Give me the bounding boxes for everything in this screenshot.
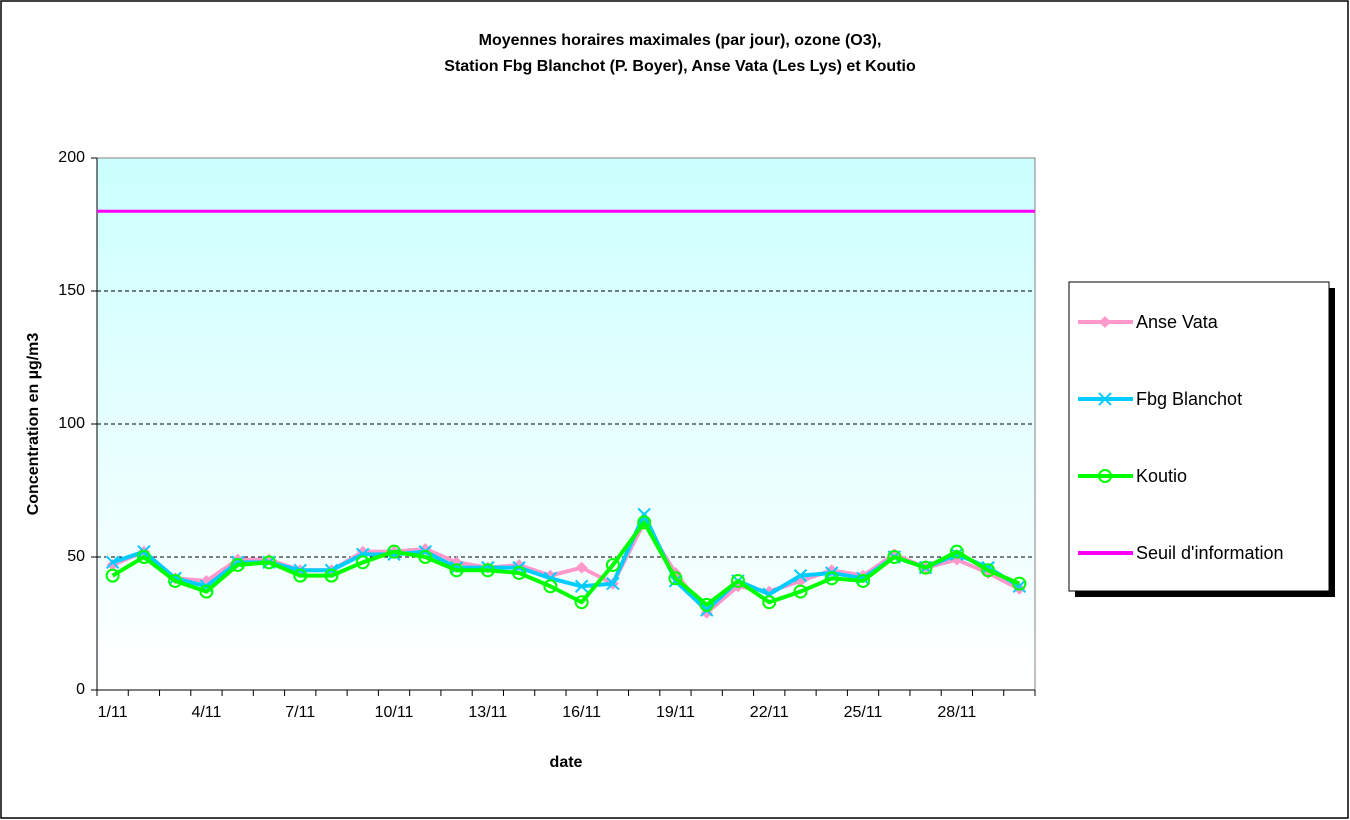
- x-tick-label: 22/11: [750, 704, 789, 721]
- x-tick-label: 19/11: [656, 704, 695, 721]
- data-point: [480, 563, 495, 578]
- legend-marker: [1098, 392, 1112, 406]
- y-axis-label: Concentration en µg/m3: [25, 333, 42, 516]
- legend-marker: [1099, 316, 1111, 328]
- chart-title: Station Fbg Blanchot (P. Boyer), Anse Va…: [444, 58, 916, 75]
- y-tick-label: 50: [67, 548, 85, 565]
- data-point: [918, 560, 933, 575]
- data-point: [105, 568, 120, 583]
- data-point: [668, 574, 683, 588]
- y-tick-label: 0: [76, 681, 85, 698]
- data-point: [605, 557, 620, 572]
- data-point: [668, 571, 683, 586]
- chart-title: Moyennes horaires maximales (par jour), …: [479, 32, 882, 49]
- legend-marker: [1098, 469, 1112, 483]
- data-point: [887, 550, 902, 564]
- data-point: [449, 563, 464, 578]
- data-point: [168, 573, 183, 588]
- y-tick-label: 200: [58, 149, 85, 166]
- data-point: [575, 561, 588, 574]
- data-point: [418, 550, 433, 564]
- legend-label: Seuil d'information: [1136, 543, 1284, 563]
- data-point: [230, 557, 245, 572]
- data-point: [730, 573, 745, 588]
- x-tick-label: 7/11: [285, 704, 315, 721]
- data-point: [261, 555, 276, 570]
- legend-label: Koutio: [1136, 466, 1187, 486]
- data-point: [949, 544, 964, 559]
- data-point: [543, 579, 558, 594]
- y-tick-label: 100: [58, 415, 85, 432]
- data-point: [199, 584, 214, 599]
- data-point: [637, 515, 652, 530]
- legend-label: Fbg Blanchot: [1136, 389, 1242, 409]
- x-tick-label: 25/11: [844, 704, 883, 721]
- x-axis-label: date: [550, 754, 583, 771]
- data-point: [355, 555, 370, 570]
- x-tick-label: 28/11: [937, 704, 976, 721]
- data-point: [981, 563, 996, 578]
- legend-label: Anse Vata: [1136, 312, 1219, 332]
- legend: [1068, 281, 1330, 592]
- data-point: [793, 568, 808, 583]
- data-point: [574, 579, 589, 593]
- data-point: [512, 565, 527, 580]
- x-tick-label: 4/11: [191, 704, 221, 721]
- data-point: [824, 571, 839, 586]
- data-point: [699, 597, 714, 612]
- data-point: [574, 595, 589, 610]
- data-point: [1012, 576, 1027, 591]
- data-point: [387, 544, 402, 559]
- data-point: [762, 595, 777, 610]
- data-point: [606, 576, 620, 591]
- data-point: [105, 555, 120, 570]
- x-tick-label: 16/11: [562, 704, 601, 721]
- data-point: [324, 568, 339, 583]
- data-point: [293, 568, 308, 583]
- data-point: [136, 550, 151, 564]
- x-tick-label: 13/11: [468, 704, 507, 721]
- x-tick-label: 1/11: [98, 704, 128, 721]
- data-point: [856, 573, 871, 588]
- data-point: [793, 584, 808, 599]
- x-tick-label: 10/11: [375, 704, 414, 721]
- data-point: [950, 547, 964, 562]
- y-tick-label: 150: [58, 282, 85, 299]
